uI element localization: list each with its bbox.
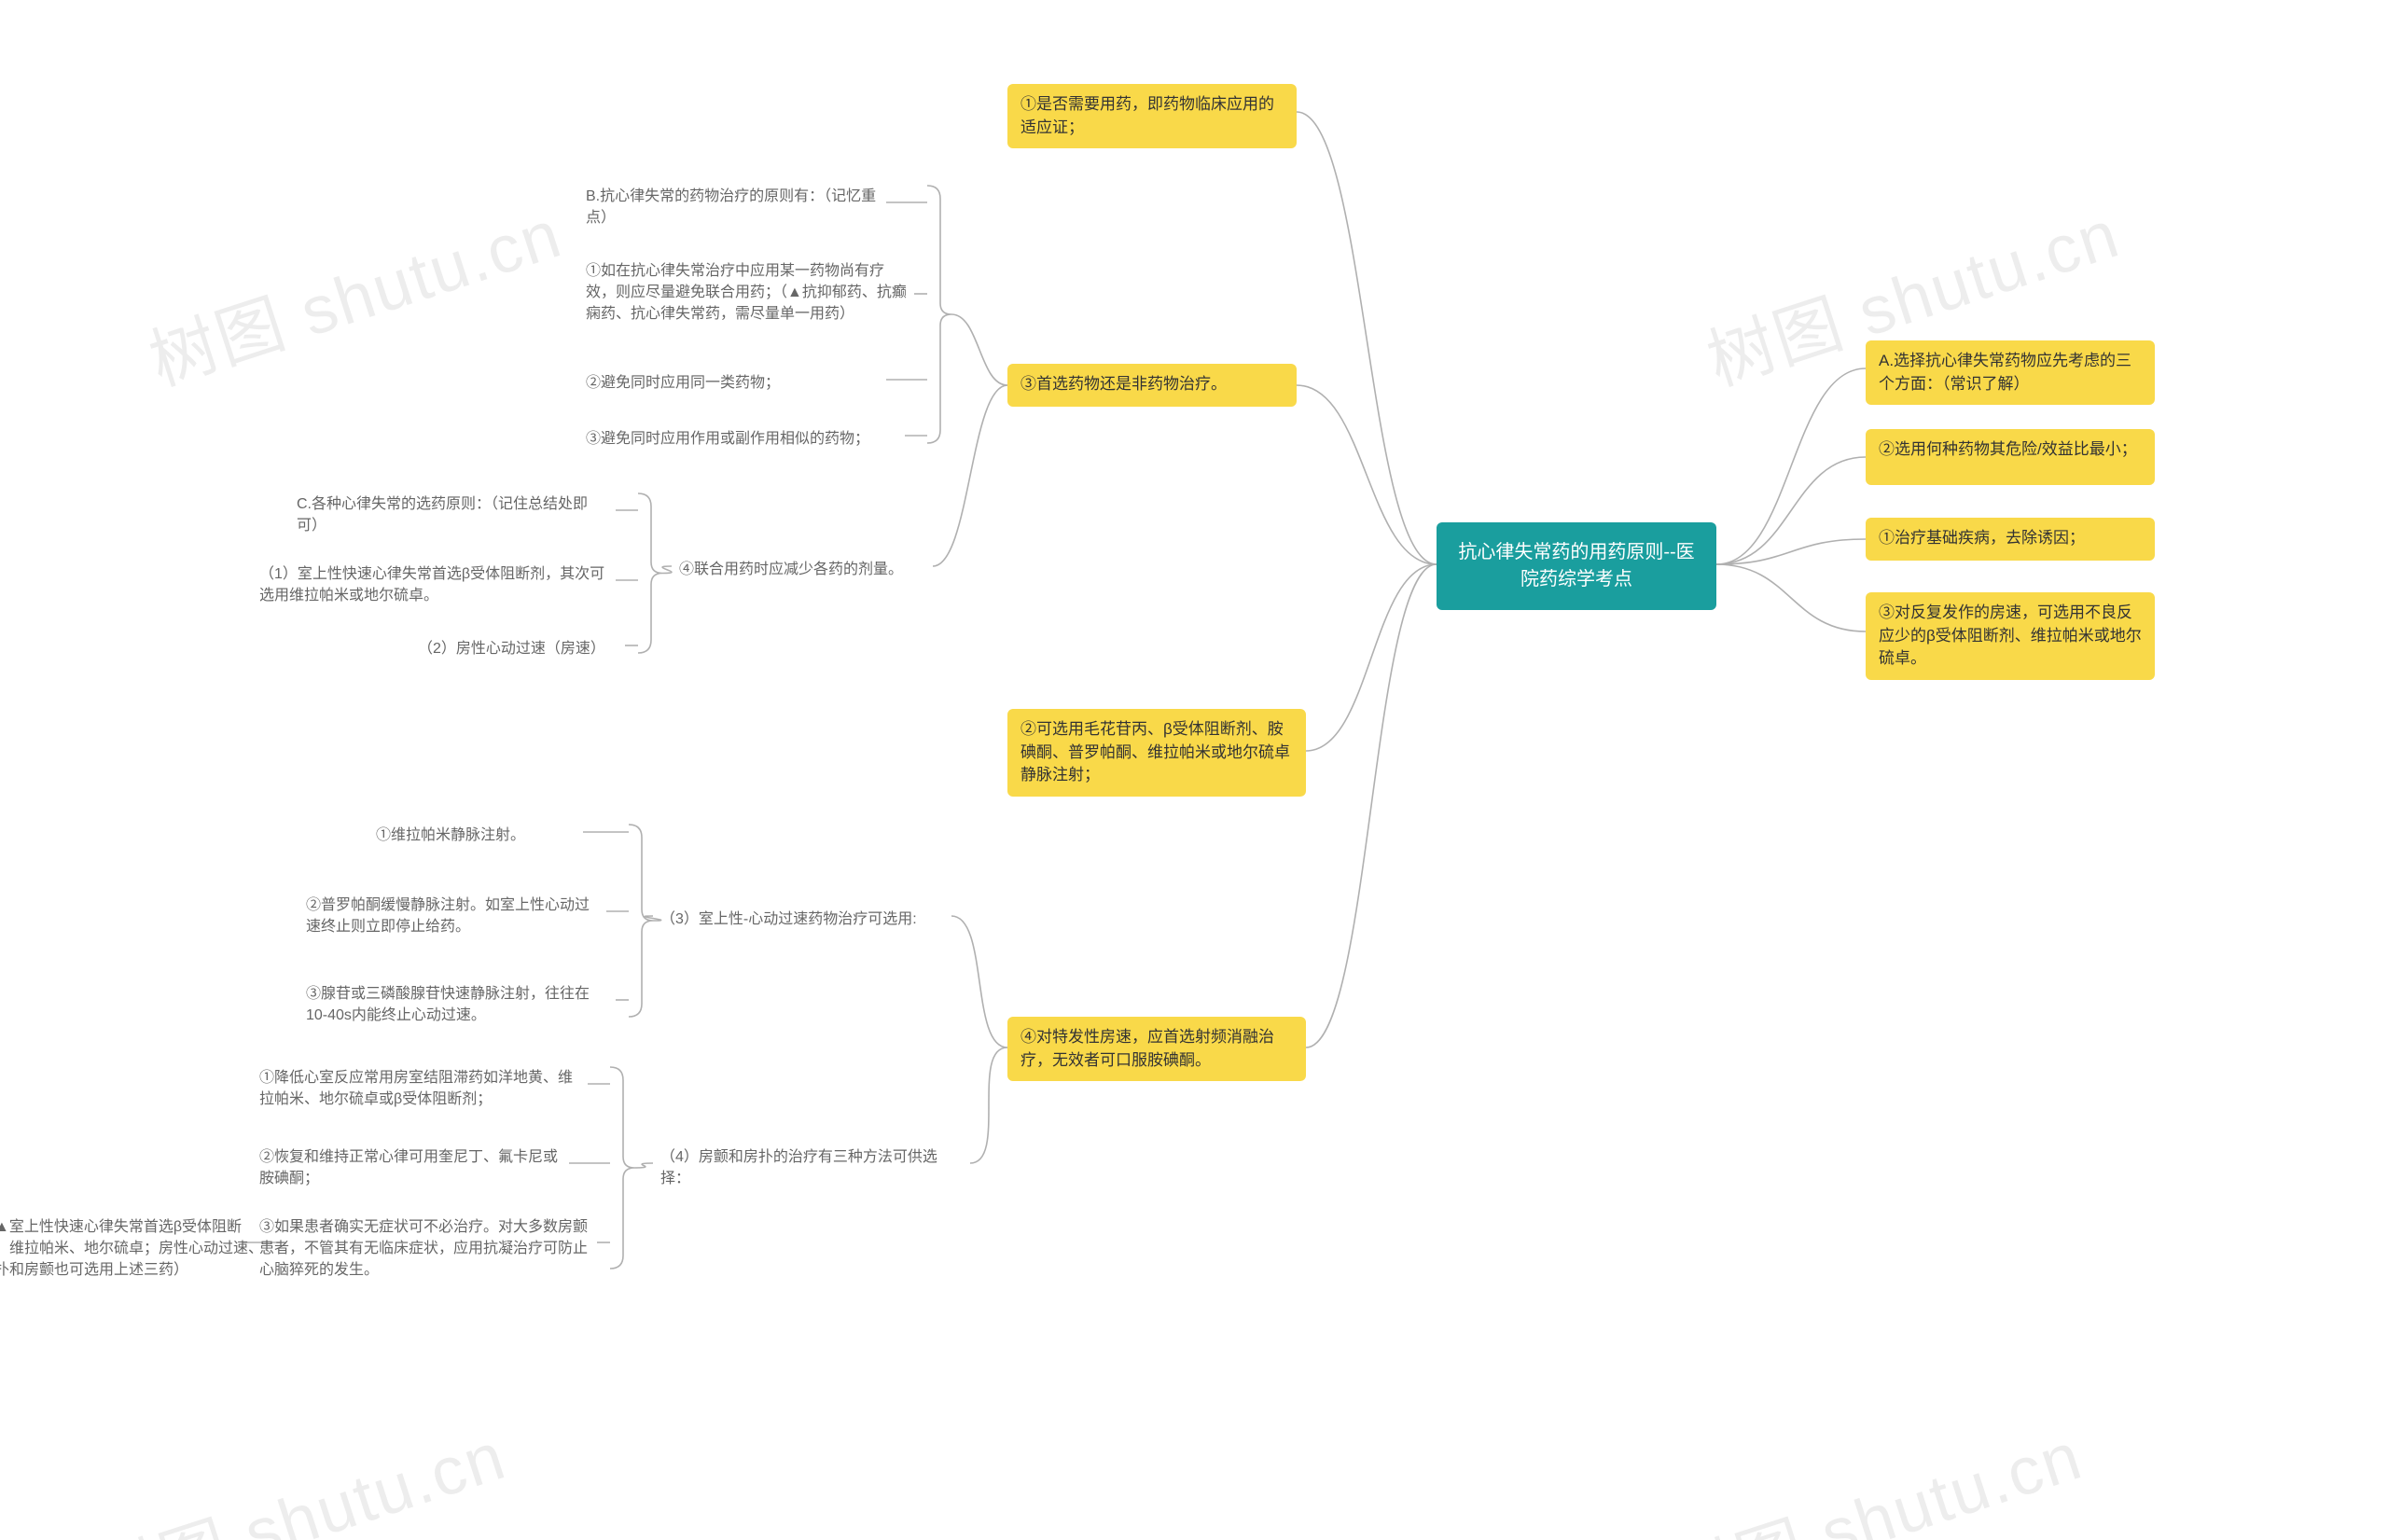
mindmap-node-l4b2: ②恢复和维持正常心律可用奎尼丁、氟卡尼或胺碘酮；	[252, 1143, 569, 1193]
mindmap-node-l1: ①是否需要用药，即药物临床应用的适应证；	[1007, 84, 1297, 148]
connector	[634, 1163, 653, 1168]
connector	[970, 1047, 1007, 1163]
mindmap-node-l2a: B.抗心律失常的药物治疗的原则有：（记忆重点）	[578, 182, 886, 232]
mindmap-node-l2b: ①如在抗心律失常治疗中应用某一药物尚有疗效，则应尽量避免联合用药；（▲抗抑郁药、…	[578, 257, 914, 331]
mindmap-node-l4: ④对特发性房速，应首选射频消融治疗，无效者可口服胺碘酮。	[1007, 1017, 1306, 1081]
mindmap-node-l2e: ④联合用药时应减少各药的剂量。	[672, 555, 933, 584]
connector	[629, 825, 653, 1017]
mindmap-node-l4b3a: （▲室上性快速心律失常首选β受体阻断剂、维拉帕米、地尔硫卓；房性心动过速、房扑和…	[0, 1213, 271, 1285]
mindmap-node-l2f: C.各种心律失常的选药原则：（记住总结处即可）	[289, 490, 616, 540]
watermark: 树图 shutu.cn	[79, 1401, 516, 1540]
connector	[1716, 457, 1866, 564]
watermark: 树图 shutu.cn	[135, 179, 572, 404]
mindmap-node-l4a: （3）室上性-心动过速药物治疗可选用:	[653, 905, 951, 934]
connector	[1297, 385, 1437, 564]
connector	[1716, 368, 1866, 564]
mindmap-node-l2g: （1）室上性快速心律失常首选β受体阻断剂，其次可选用维拉帕米或地尔硫卓。	[252, 560, 616, 610]
mindmap-node-r3: ①治疗基础疾病，去除诱因；	[1866, 518, 2155, 561]
connector	[1306, 564, 1437, 751]
mindmap-node-l4b: （4）房颤和房扑的治疗有三种方法可供选择：	[653, 1143, 970, 1193]
connector	[927, 186, 951, 443]
connector	[951, 916, 1007, 1047]
mindmap-node-l4b3: ③如果患者确实无症状可不必治疗。对大多数房颤患者，不管其有无临床症状，应用抗凝治…	[252, 1213, 597, 1285]
connector	[1297, 112, 1437, 564]
mindmap-node-l2h: （2）房性心动过速（房速）	[410, 634, 625, 663]
mindmap-node-root: 抗心律失常药的用药原则--医院药综学考点	[1437, 522, 1716, 610]
mindmap-node-l2d: ③避免同时应用作用或副作用相似的药物；	[578, 424, 905, 453]
mindmap-node-l4b1: ①降低心室反应常用房室结阻滞药如洋地黄、维拉帕米、地尔硫卓或β受体阻断剂；	[252, 1063, 588, 1114]
mindmap-node-l4a3: ③腺苷或三磷酸腺苷快速静脉注射，往往在10-40s内能终止心动过速。	[298, 979, 616, 1030]
connector	[951, 314, 1007, 385]
mindmap-node-l4a2: ②普罗帕酮缓慢静脉注射。如室上性心动过速终止则立即停止给药。	[298, 891, 606, 941]
mindmap-node-l2: ③首选药物还是非药物治疗。	[1007, 364, 1297, 407]
connector	[638, 493, 662, 653]
connector	[662, 566, 672, 574]
mindmap-node-r1: A.选择抗心律失常药物应先考虑的三个方面：（常识了解）	[1866, 340, 2155, 405]
connector	[610, 1067, 634, 1269]
watermark: 树图 shutu.cn	[1656, 1401, 2092, 1540]
connector	[1306, 564, 1437, 1047]
mindmap-node-l2c: ②避免同时应用同一类药物；	[578, 368, 886, 397]
connector	[1716, 564, 1866, 631]
connector	[1716, 539, 1866, 564]
mindmap-node-r2: ②选用何种药物其危险/效益比最小；	[1866, 429, 2155, 485]
mindmap-node-r4: ③对反复发作的房速，可选用不良反应少的β受体阻断剂、维拉帕米或地尔硫卓。	[1866, 592, 2155, 680]
mindmap-node-l3: ②可选用毛花苷丙、β受体阻断剂、胺碘酮、普罗帕酮、维拉帕米或地尔硫卓静脉注射；	[1007, 709, 1306, 797]
connector	[933, 385, 1007, 566]
mindmap-node-l4a1: ①维拉帕米静脉注射。	[368, 821, 583, 850]
